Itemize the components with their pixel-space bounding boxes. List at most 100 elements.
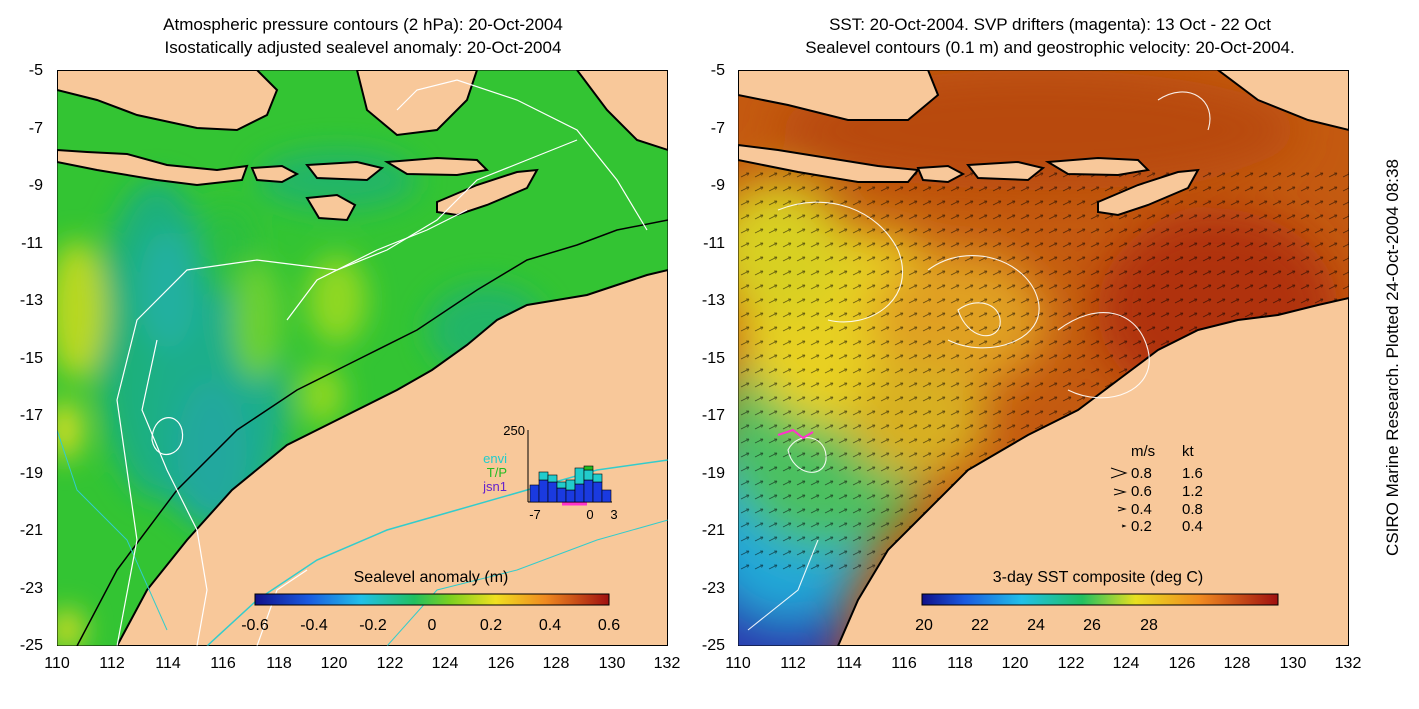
- sst-colorbar-label: 3-day SST composite (deg C): [993, 569, 1203, 586]
- y-tick-label: -25: [701, 637, 725, 654]
- flores-land: [1044, 156, 1151, 177]
- y-tick-label: -23: [701, 580, 725, 597]
- borneo-land: [57, 70, 279, 132]
- x-tick-label: 132: [653, 655, 681, 672]
- sst-tick: 22: [971, 617, 989, 634]
- svp-drifter-track: [777, 428, 814, 440]
- timor-land: [1097, 168, 1200, 217]
- sla-tick: 0.4: [539, 617, 561, 634]
- y-tick-label: -7: [710, 120, 725, 137]
- inset-bars: [529, 465, 612, 503]
- y-tick-label: -5: [710, 62, 725, 79]
- sla-colorbar-label: Sealevel anomaly (m): [354, 569, 509, 586]
- plot-credit-label: CSIRO Marine Research. Plotted 24-Oct-20…: [1383, 159, 1402, 556]
- x-tick-label: 130: [598, 655, 626, 672]
- land-masses: [57, 70, 668, 646]
- right-title-line1: SST: 20-Oct-2004. SVP drifters (magenta)…: [829, 15, 1271, 34]
- velocity-ms-0-6: 0.6: [1131, 483, 1152, 500]
- x-tick-label: 118: [266, 655, 292, 672]
- inset-xtick-3: 3: [610, 507, 617, 522]
- x-tick-label: 110: [725, 655, 751, 672]
- y-tick-label: -21: [701, 522, 725, 539]
- java-land: [57, 148, 249, 187]
- flores-land: [383, 156, 490, 177]
- bali-lombok-land: [916, 164, 966, 184]
- velocity-ms-0-2: 0.2: [1131, 518, 1152, 535]
- x-tick-label: 120: [320, 655, 348, 672]
- x-tick-label: 126: [1168, 655, 1196, 672]
- borneo-land: [738, 70, 940, 121]
- inset-xtick-m7: -7: [529, 507, 541, 522]
- y-tick-label: -9: [28, 177, 43, 194]
- x-tick-label: 130: [1279, 655, 1307, 672]
- x-tick-label: 112: [780, 655, 806, 672]
- new-guinea-land: [575, 70, 668, 152]
- velocity-kt-0-8: 0.8: [1182, 501, 1203, 518]
- velocity-kt-1-2: 1.2: [1182, 483, 1203, 500]
- y-tick-label: -17: [19, 407, 43, 424]
- x-tick-label: 122: [376, 655, 404, 672]
- land-masses: [738, 70, 1349, 646]
- velocity-legend-ms-header: m/s: [1131, 443, 1155, 460]
- x-tick-label: 120: [1001, 655, 1029, 672]
- velocity-arrow-0-2: [1121, 524, 1127, 528]
- y-tick-label: -25: [19, 637, 43, 654]
- sla-tick: -0.6: [241, 617, 269, 634]
- velocity-arrow-0-6: [1113, 488, 1127, 496]
- inset-ymax: 250: [503, 423, 525, 438]
- sumbawa-land: [305, 160, 385, 182]
- sst-tick: 28: [1140, 617, 1158, 634]
- y-tick-label: -11: [703, 235, 725, 252]
- sumba-land: [305, 193, 357, 222]
- x-tick-label: 124: [431, 655, 459, 672]
- velocity-arrow-0-8: [1110, 467, 1128, 479]
- y-tick-label: -9: [710, 177, 725, 194]
- sla-tick: 0: [428, 617, 437, 634]
- y-tick-label: -23: [19, 580, 43, 597]
- x-tick-label: 128: [1223, 655, 1251, 672]
- sla-tick: -0.4: [300, 617, 328, 634]
- inset-xtick-0: 0: [586, 507, 593, 522]
- x-tick-label: 126: [487, 655, 515, 672]
- inset-legend-envi: envi: [483, 451, 507, 466]
- velocity-legend-kt-header: kt: [1182, 443, 1195, 460]
- y-tick-label: -17: [701, 407, 725, 424]
- y-tick-label: -21: [19, 522, 43, 539]
- sst-colorbar: [921, 593, 1279, 606]
- y-tick-label: -19: [19, 465, 43, 482]
- y-tick-label: -13: [701, 292, 725, 309]
- australia-land: [836, 296, 1349, 646]
- inset-legend-tp: T/P: [487, 465, 507, 480]
- velocity-legend: m/s kt 0.8 1.6 0.6 1.2 0.4 0.8 0.2 0.4: [1110, 443, 1203, 535]
- pressure-contours: [116, 79, 648, 646]
- sst-tick: 24: [1027, 617, 1045, 634]
- java-land: [738, 143, 920, 183]
- velocity-arrow-0-4: [1117, 506, 1127, 512]
- sealevel-contours: [747, 91, 1211, 631]
- sla-colorbar-ticks: -0.6 -0.4 -0.2 0 0.2 0.4 0.6: [241, 617, 620, 634]
- inset-legend-jsn1: jsn1: [482, 479, 507, 494]
- sst-tick: 26: [1083, 617, 1101, 634]
- x-tick-label: 118: [947, 655, 973, 672]
- sulawesi-land: [355, 70, 479, 137]
- x-tick-label: 122: [1057, 655, 1085, 672]
- x-tick-label: 116: [891, 655, 917, 672]
- sla-colorbar: [254, 593, 610, 606]
- velocity-ms-0-8: 0.8: [1131, 465, 1152, 482]
- data-count-inset: 250 envi T/P jsn1 -7 0 3: [482, 423, 617, 522]
- y-tick-label: -15: [19, 350, 43, 367]
- y-tick-label: -5: [28, 62, 43, 79]
- sla-tick: 0.2: [480, 617, 502, 634]
- velocity-ms-0-4: 0.4: [1131, 501, 1152, 518]
- x-tick-label: 110: [44, 655, 70, 672]
- x-tick-label: 114: [155, 655, 181, 672]
- y-tick-label: -13: [19, 292, 43, 309]
- right-title-line2: Sealevel contours (0.1 m) and geostrophi…: [805, 38, 1295, 57]
- bali-lombok-land: [250, 164, 300, 184]
- sst-colorbar-ticks: 20 22 24 26 28: [915, 617, 1158, 634]
- sla-tick: 0.6: [598, 617, 620, 634]
- left-title-line1: Atmospheric pressure contours (2 hPa): 2…: [163, 15, 563, 34]
- y-tick-label: -11: [21, 235, 43, 252]
- x-tick-label: 124: [1112, 655, 1140, 672]
- sst-map: m/s kt 0.8 1.6 0.6 1.2 0.4 0.8 0.2 0.4 3…: [738, 70, 1349, 646]
